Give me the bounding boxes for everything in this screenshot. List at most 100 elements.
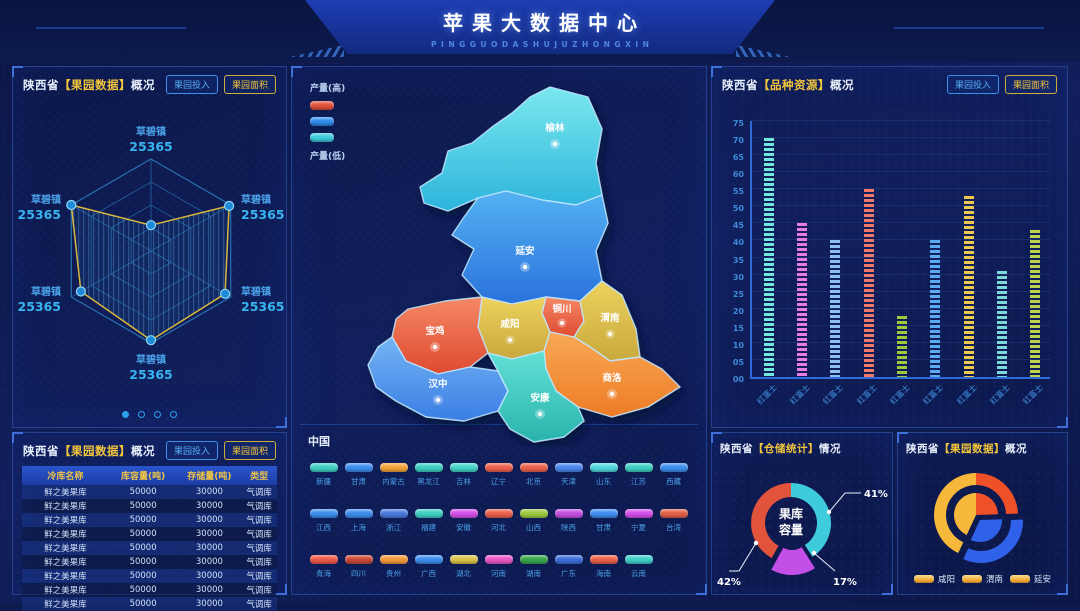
- province-item-2-5[interactable]: 河南: [481, 555, 516, 579]
- orchard-input-button[interactable]: 果园投入: [165, 441, 218, 460]
- province-pill[interactable]: [659, 463, 688, 472]
- province-item-1-2[interactable]: 浙江: [376, 509, 411, 533]
- province-item-2-6[interactable]: 湖南: [516, 555, 551, 579]
- province-item-1-4[interactable]: 安徽: [446, 509, 481, 533]
- province-pill[interactable]: [519, 555, 548, 564]
- province-item-0-1[interactable]: 甘肃: [341, 463, 376, 487]
- province-item-1-8[interactable]: 甘肃: [586, 509, 621, 533]
- province-pill[interactable]: [624, 509, 653, 518]
- province-item-0-0[interactable]: 新疆: [306, 463, 341, 487]
- province-pill[interactable]: [554, 463, 583, 472]
- province-pill[interactable]: [344, 463, 373, 472]
- province-pill[interactable]: [309, 555, 338, 564]
- province-item-1-1[interactable]: 上海: [341, 509, 376, 533]
- province-item-2-2[interactable]: 贵州: [376, 555, 411, 579]
- legend-high-label: 产量(高): [310, 84, 346, 94]
- province-pill[interactable]: [414, 509, 443, 518]
- province-pill[interactable]: [624, 555, 653, 564]
- province-pill[interactable]: [414, 555, 443, 564]
- province-item-0-8[interactable]: 山东: [586, 463, 621, 487]
- province-item-0-2[interactable]: 内蒙古: [376, 463, 411, 487]
- province-pill[interactable]: [309, 463, 338, 472]
- map-region-ankang[interactable]: [487, 350, 585, 443]
- legend-item-xianyang: 咸阳: [913, 573, 955, 585]
- province-pill[interactable]: [519, 463, 548, 472]
- province-item-1-0[interactable]: 江西: [306, 509, 341, 533]
- city-label-yulin: 榆林: [545, 122, 565, 134]
- pagination-dot-4[interactable]: [170, 411, 177, 418]
- province-item-1-6[interactable]: 山西: [516, 509, 551, 533]
- province-item-2-4[interactable]: 湖北: [446, 555, 481, 579]
- donut-center-line2: 容量: [778, 522, 803, 537]
- province-pill[interactable]: [344, 555, 373, 564]
- province-pill[interactable]: [484, 555, 513, 564]
- province-pill[interactable]: [484, 463, 513, 472]
- province-pill[interactable]: [379, 509, 408, 518]
- col-header: 存储量(吨): [177, 466, 242, 485]
- radar-pagination: [13, 411, 286, 418]
- panel-map: 产量(高) 产量(低): [291, 66, 707, 595]
- province-pill[interactable]: [449, 555, 478, 564]
- province-pill[interactable]: [484, 509, 513, 518]
- orchard-input-button[interactable]: 果园投入: [946, 75, 999, 94]
- province-pill[interactable]: [624, 463, 653, 472]
- province-pill[interactable]: [589, 555, 618, 564]
- panel-title: 陕西省【仓储统计】情况: [720, 443, 841, 455]
- pagination-dot-2[interactable]: [138, 411, 145, 418]
- province-pill[interactable]: [589, 509, 618, 518]
- city-markers: [430, 139, 617, 419]
- pie-legend: 咸阳 渭南 延安: [898, 573, 1067, 585]
- province-item-0-5[interactable]: 辽宁: [481, 463, 516, 487]
- province-item-0-10[interactable]: 西藏: [656, 463, 691, 487]
- province-item-0-9[interactable]: 江苏: [621, 463, 656, 487]
- province-item-2-1[interactable]: 四川: [341, 555, 376, 579]
- bar-6: [963, 196, 974, 377]
- province-pill[interactable]: [589, 463, 618, 472]
- province-pill[interactable]: [414, 463, 443, 472]
- table-row: 鲜之美果库 50000 30000 气调库: [22, 513, 277, 527]
- province-pill[interactable]: [344, 509, 373, 518]
- province-item-1-9[interactable]: 宁夏: [621, 509, 656, 533]
- city-label-weinan: 渭南: [600, 312, 620, 324]
- province-item-0-4[interactable]: 吉林: [446, 463, 481, 487]
- province-pill[interactable]: [449, 463, 478, 472]
- map-region-hanzhong[interactable]: [367, 336, 509, 422]
- province-item-2-9[interactable]: 云南: [621, 555, 656, 579]
- pagination-dot-1[interactable]: [122, 411, 129, 418]
- province-item-0-3[interactable]: 黑龙江: [411, 463, 446, 487]
- province-pill[interactable]: [659, 509, 688, 518]
- city-label-shangluo: 商洛: [602, 372, 622, 384]
- pagination-dot-3[interactable]: [154, 411, 161, 418]
- province-item-0-7[interactable]: 天津: [551, 463, 586, 487]
- province-item-1-7[interactable]: 陕西: [551, 509, 586, 533]
- cold-storage-table-body: 鲜之美果库 50000 30000 气调库 鲜之美果库 50000 30000 气调库 鲜之美果…: [22, 485, 277, 611]
- province-pill[interactable]: [554, 509, 583, 518]
- province-item-2-3[interactable]: 广西: [411, 555, 446, 579]
- map-region-yulin[interactable]: [419, 86, 603, 212]
- orchard-area-button[interactable]: 果园面积: [223, 75, 276, 94]
- orchard-input-button[interactable]: 果园投入: [165, 75, 218, 94]
- province-pill[interactable]: [379, 463, 408, 472]
- province-item-2-7[interactable]: 广东: [551, 555, 586, 579]
- province-item-1-10[interactable]: 台湾: [656, 509, 691, 533]
- province-item-2-8[interactable]: 海南: [586, 555, 621, 579]
- radar-chart: 草碧镇 25365 草碧镇 25365 草碧镇 25365 草碧镇 25365 …: [18, 125, 285, 382]
- radar-point: [220, 288, 231, 299]
- province-item-2-0[interactable]: 青海: [306, 555, 341, 579]
- col-header: 类型: [241, 466, 277, 485]
- province-item-1-5[interactable]: 河北: [481, 509, 516, 533]
- province-pill[interactable]: [449, 509, 478, 518]
- province-label: 上海: [351, 523, 366, 532]
- province-pill[interactable]: [519, 509, 548, 518]
- province-pill[interactable]: [309, 509, 338, 518]
- map-legend: 产量(高) 产量(低): [310, 79, 345, 164]
- province-label: 陕西: [561, 523, 576, 532]
- orchard-area-button[interactable]: 果园面积: [223, 441, 276, 460]
- province-item-0-6[interactable]: 北京: [516, 463, 551, 487]
- province-pill[interactable]: [554, 555, 583, 564]
- radar-axis-value: 25365: [129, 367, 173, 382]
- orchard-area-button[interactable]: 果园面积: [1004, 75, 1057, 94]
- province-pill[interactable]: [379, 555, 408, 564]
- bar-0: [763, 138, 774, 377]
- province-item-1-3[interactable]: 福建: [411, 509, 446, 533]
